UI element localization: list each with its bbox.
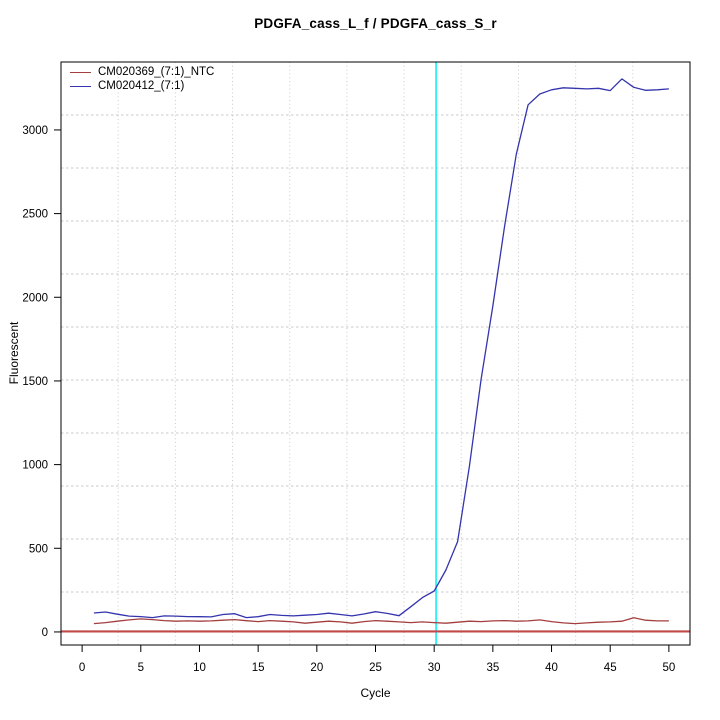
x-tick-label: 50 [662, 662, 675, 674]
legend-label-sample: CM020412_(7:1) [98, 79, 185, 92]
x-tick-label: 5 [138, 662, 144, 674]
y-tick-label: 2000 [22, 292, 48, 304]
y-tick-label: 3000 [22, 125, 48, 137]
x-tick-label: 30 [428, 662, 441, 674]
legend-label-ntc: CM020369_(7:1)_NTC [98, 66, 215, 78]
x-axis-title: Cycle [360, 686, 391, 700]
legend-item-ntc: CM020369_(7:1)_NTC [70, 66, 214, 80]
legend-line-swatch-red [70, 72, 91, 74]
series-line-CM020412_(7:1) [93, 78, 669, 619]
x-tick-label: 35 [486, 662, 499, 674]
legend-line-swatch-blue [70, 85, 91, 87]
x-tick-label: 40 [545, 662, 558, 674]
series-line-CM020369_(7:1)_NTC [93, 617, 669, 625]
chart-title: PDGFA_cass_L_f / PDGFA_cass_S_r [254, 16, 497, 31]
y-tick-label: 500 [29, 543, 48, 555]
legend-item-sample: CM020412_(7:1) [70, 80, 214, 94]
y-axis: 0 500 1000 1500 2000 2500 3000 [22, 125, 61, 639]
x-tick-label: 20 [310, 662, 323, 674]
y-tick-label: 0 [42, 627, 48, 639]
y-tick-label: 1000 [22, 460, 48, 472]
y-tick-label: 1500 [22, 376, 48, 388]
x-tick-label: 25 [369, 662, 382, 674]
x-tick-label: 10 [193, 662, 206, 674]
plot-border [60, 61, 691, 646]
legend: CM020369_(7:1)_NTC CM020412_(7:1) [70, 66, 214, 93]
y-tick-label: 2500 [22, 209, 48, 221]
x-tick-label: 15 [252, 662, 265, 674]
x-tick-label: 0 [79, 662, 85, 674]
x-tick-label: 45 [604, 662, 617, 674]
x-axis: 0 5 10 15 20 25 30 35 40 45 50 [79, 645, 675, 674]
y-axis-title: Fluorescent [7, 321, 21, 385]
grid-lines [61, 62, 690, 645]
